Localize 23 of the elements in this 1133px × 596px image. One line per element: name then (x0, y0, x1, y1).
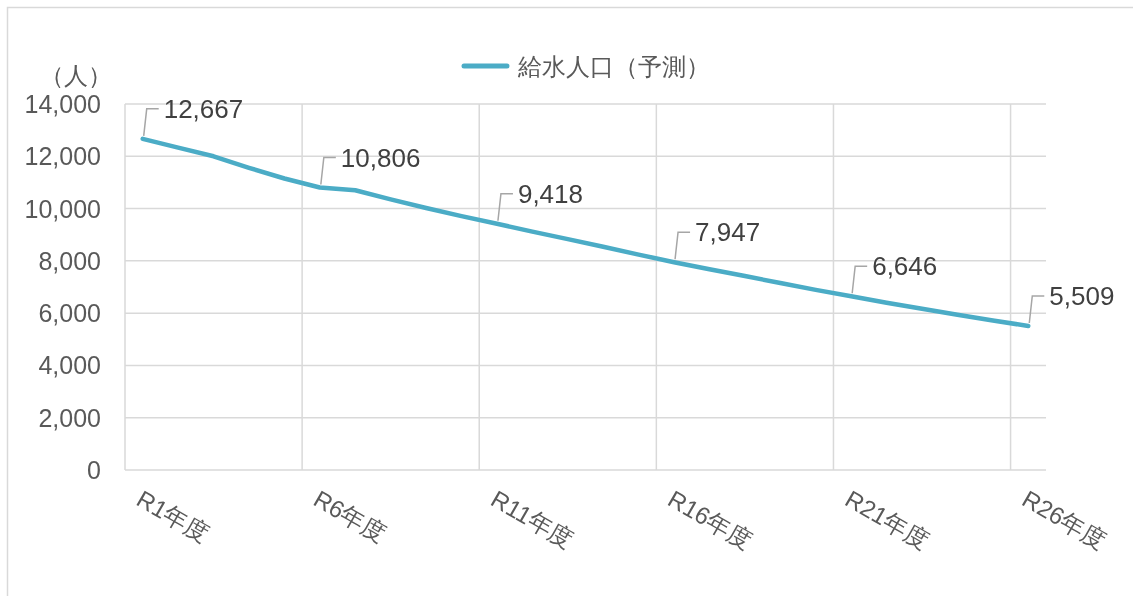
y-tick-label: 4,000 (38, 351, 101, 380)
y-tick-label: 12,000 (24, 142, 101, 171)
data-label: 6,646 (872, 251, 938, 282)
x-tick-label: R1年度 (132, 484, 214, 548)
data-label: 10,806 (340, 142, 421, 173)
data-label: 9,418 (517, 178, 584, 209)
y-tick-label: 6,000 (38, 299, 101, 328)
data-label: 12,667 (163, 93, 244, 124)
x-tick-label: R16年度 (663, 484, 757, 555)
y-tick-label: 2,000 (38, 403, 101, 432)
x-tick-label: R26年度 (1017, 484, 1111, 555)
y-tick-label: 10,000 (24, 194, 101, 223)
x-tick-label: R11年度 (486, 484, 579, 554)
legend-label: 給水人口（予測） (517, 53, 710, 80)
y-axis-title: （人） (40, 62, 112, 89)
y-tick-label: 8,000 (38, 246, 101, 275)
x-tick-label: R6年度 (309, 484, 391, 548)
data-label: 5,509 (1049, 280, 1115, 311)
line-series (140, 136, 1031, 329)
y-tick-label: 0 (87, 456, 101, 484)
y-tick-label: 14,000 (24, 90, 101, 118)
data-label: 7,947 (695, 217, 761, 248)
x-tick-label: R21年度 (840, 484, 934, 555)
